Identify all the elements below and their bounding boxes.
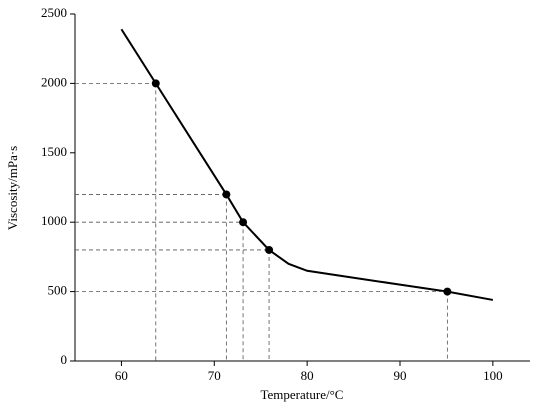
y-tick-label: 500	[48, 283, 68, 298]
data-point	[222, 190, 231, 199]
data-point	[265, 245, 274, 254]
x-tick-label: 70	[208, 368, 221, 383]
y-tick-label: 1000	[41, 213, 67, 228]
y-tick-label: 0	[61, 352, 68, 367]
data-point	[151, 79, 160, 88]
y-tick-label: 2000	[41, 74, 67, 89]
x-tick-label: 80	[301, 368, 314, 383]
x-tick-label: 100	[483, 368, 503, 383]
x-axis-label: Temperature/°C	[261, 387, 344, 402]
data-point	[443, 287, 452, 296]
y-tick-label: 1500	[41, 144, 67, 159]
curve	[120, 28, 494, 301]
x-tick-label: 90	[394, 368, 407, 383]
data-point	[239, 218, 248, 227]
x-tick-label: 60	[115, 368, 128, 383]
y-tick-label: 2500	[41, 5, 67, 20]
y-axis-label: Viscosity/mPa·s	[5, 146, 20, 230]
